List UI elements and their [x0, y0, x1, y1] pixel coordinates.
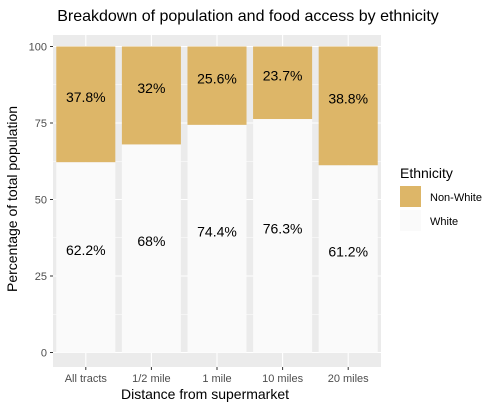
bar-label-non-white: 37.8%: [66, 89, 106, 105]
bar-label-non-white: 32%: [137, 80, 165, 96]
x-tick-label: 10 miles: [262, 373, 303, 385]
bar-non-white: [253, 46, 313, 120]
legend-label-non-white: Non-White: [430, 192, 482, 204]
x-axis-title: Distance from supermarket: [121, 386, 289, 402]
bar-label-white: 68%: [137, 233, 165, 249]
x-tick-label: 20 miles: [328, 373, 369, 385]
x-tick-label: All tracts: [65, 373, 108, 385]
bar-label-non-white: 38.8%: [328, 91, 368, 107]
y-tick-label: 75: [35, 118, 47, 130]
x-axis: All tracts 1/2 mile 1 mile 10 miles 20 miles: [65, 367, 369, 385]
bar-non-white: [56, 46, 116, 163]
x-tick-label: 1 mile: [202, 373, 231, 385]
bar-labels: 62.2% 37.8% 68% 32% 74.4% 25.6% 76.3% 23.7% 61.2…: [66, 67, 368, 259]
y-tick-label: 25: [35, 271, 47, 283]
legend-swatch-non-white: [400, 186, 421, 207]
bar-label-non-white: 23.7%: [263, 67, 303, 83]
legend: Ethnicity Non-White White: [400, 165, 482, 231]
y-axis-title: Percentage of total population: [4, 106, 20, 292]
bar-white: [56, 162, 116, 353]
bar-label-white: 61.2%: [328, 244, 368, 260]
bar-non-white: [318, 46, 378, 166]
bar-label-non-white: 25.6%: [197, 70, 237, 86]
y-tick-label: 50: [35, 195, 47, 207]
bar-white: [318, 165, 378, 353]
y-tick-label: 100: [29, 42, 47, 54]
x-tick-label: 1/2 mile: [132, 373, 171, 385]
bar-non-white: [121, 46, 181, 145]
y-tick-label: 0: [41, 348, 47, 360]
bars: [56, 46, 378, 353]
bar-label-white: 62.2%: [66, 242, 106, 258]
legend-label-white: White: [430, 216, 458, 228]
chart-title: Breakdown of population and food access …: [57, 8, 439, 25]
bar-white: [187, 124, 247, 353]
legend-swatch-white: [400, 210, 421, 231]
bar-label-white: 74.4%: [197, 223, 237, 239]
y-axis: 0 25 50 75 100: [29, 42, 53, 360]
bar-label-white: 76.3%: [263, 220, 303, 236]
bar-white: [121, 144, 181, 353]
bar-white: [253, 119, 313, 353]
legend-title: Ethnicity: [400, 165, 453, 181]
bar-non-white: [187, 46, 247, 125]
